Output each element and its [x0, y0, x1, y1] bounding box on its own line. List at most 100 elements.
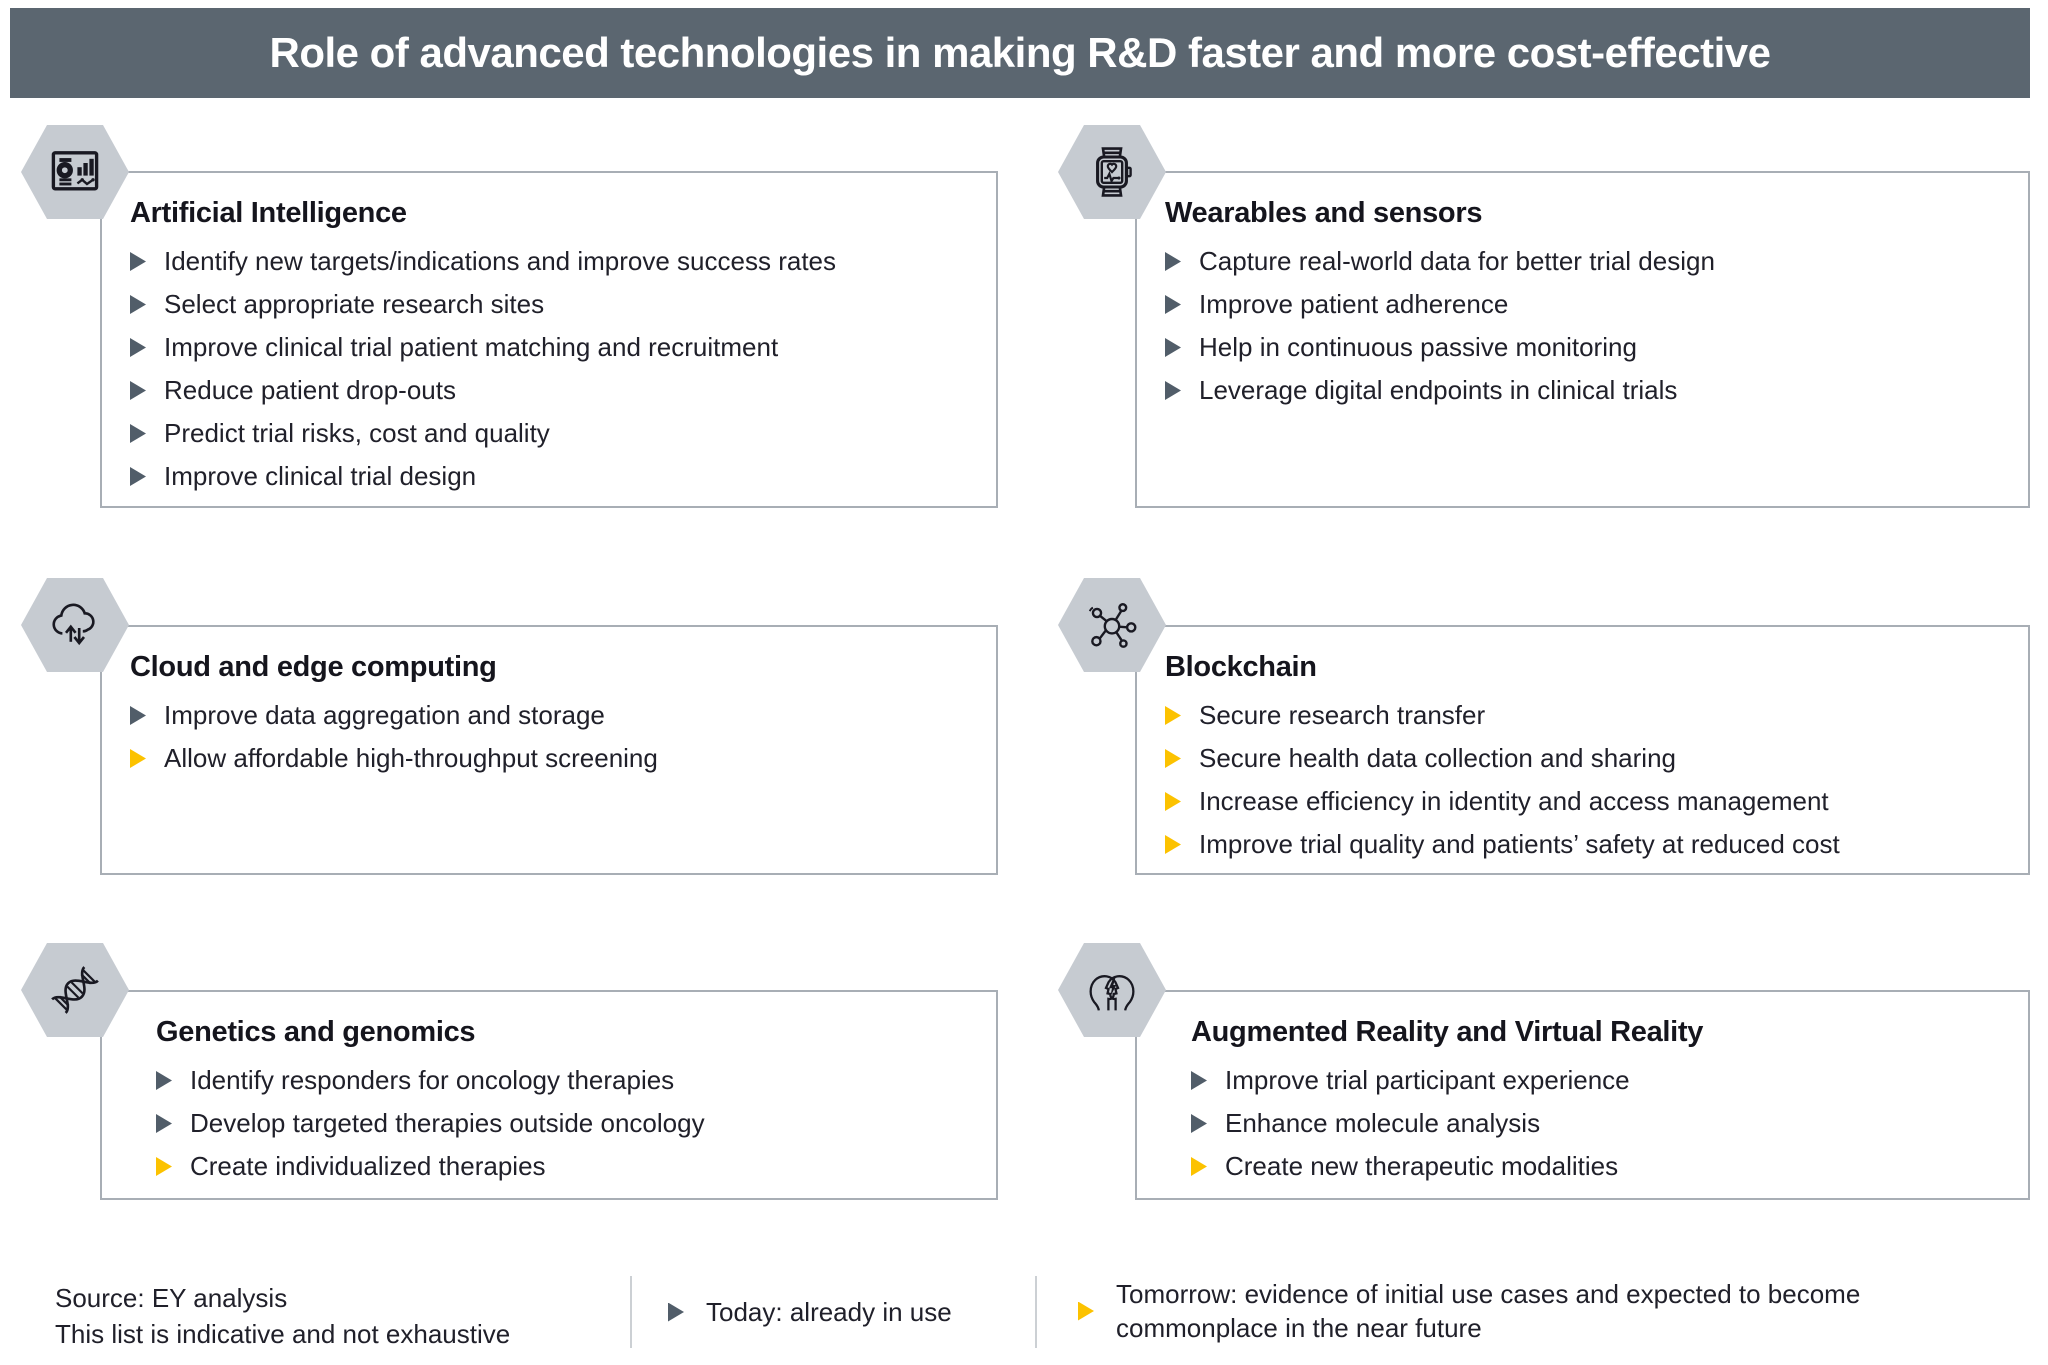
bullet-text: Improve patient adherence	[1199, 289, 1509, 319]
legend-today-label: Today: already in use	[706, 1297, 952, 1327]
legend-tomorrow: Tomorrow: evidence of initial use cases …	[1078, 1277, 1928, 1345]
bullet-list-blockchain: Secure research transfer Secure health da…	[1165, 694, 2002, 866]
box-title-ar-vr: Augmented Reality and Virtual Reality	[1191, 1016, 1704, 1048]
today-arrow-icon	[130, 338, 146, 357]
bullet-text: Improve trial participant experience	[1225, 1065, 1630, 1095]
report-dashboard-icon	[21, 125, 129, 219]
bullet-list-genetics-and-genomics: Identify responders for oncology therapi…	[156, 1059, 970, 1188]
tomorrow-arrow-icon	[130, 749, 146, 768]
dna-helix-icon	[21, 943, 129, 1037]
bullet-item: Improve trial quality and patients’ safe…	[1165, 823, 2002, 866]
today-arrow-icon	[1165, 252, 1181, 271]
page-title: Role of advanced technologies in making …	[269, 29, 1771, 76]
hexagon-smartwatch-icon	[1057, 124, 1167, 220]
today-arrow-icon	[1191, 1071, 1207, 1090]
tomorrow-arrow-icon	[1165, 749, 1181, 768]
today-arrow-icon	[130, 467, 146, 486]
bullet-list-artificial-intelligence: Identify new targets/indications and imp…	[130, 240, 970, 498]
cloud-sync-icon	[21, 578, 129, 672]
bullet-item: Select appropriate research sites	[130, 283, 970, 326]
hexagon-ar-vr-heads-icon	[1057, 942, 1167, 1038]
bullet-text: Enhance molecule analysis	[1225, 1108, 1541, 1138]
bullet-item: Secure health data collection and sharin…	[1165, 737, 2002, 780]
hexagon-report-dashboard-icon	[20, 124, 130, 220]
bullet-text: Capture real-world data for better trial…	[1199, 246, 1715, 276]
today-arrow-icon	[1165, 295, 1181, 314]
box-title-genetics-and-genomics: Genetics and genomics	[156, 1016, 476, 1048]
disclaimer-line: This list is indicative and not exhausti…	[55, 1319, 511, 1349]
bullet-item: Create individualized therapies	[156, 1145, 970, 1188]
bullet-item: Identify new targets/indications and imp…	[130, 240, 970, 283]
legend-tomorrow-label: Tomorrow: evidence of initial use cases …	[1116, 1279, 1861, 1343]
box-title-artificial-intelligence: Artificial Intelligence	[130, 197, 407, 229]
bullet-text: Develop targeted therapies outside oncol…	[190, 1108, 705, 1138]
bullet-item: Allow affordable high-throughput screeni…	[130, 737, 970, 780]
bullet-item: Improve data aggregation and storage	[130, 694, 970, 737]
bullet-item: Leverage digital endpoints in clinical t…	[1165, 369, 2002, 412]
bullet-item: Create new therapeutic modalities	[1191, 1145, 2002, 1188]
bullet-item: Enhance molecule analysis	[1191, 1102, 2002, 1145]
bullet-text: Improve clinical trial patient matching …	[164, 332, 779, 362]
box-artificial-intelligence: Artificial Intelligence Identify new tar…	[100, 171, 998, 508]
bullet-item: Help in continuous passive monitoring	[1165, 326, 2002, 369]
bullet-text: Secure health data collection and sharin…	[1199, 743, 1676, 773]
bullet-item: Develop targeted therapies outside oncol…	[156, 1102, 970, 1145]
source-line: Source: EY analysis	[55, 1283, 288, 1313]
bullet-item: Improve clinical trial patient matching …	[130, 326, 970, 369]
today-arrow-icon	[1191, 1114, 1207, 1133]
tomorrow-arrow-icon	[156, 1157, 172, 1176]
box-wearables-and-sensors: Wearables and sensors Capture real-world…	[1135, 171, 2030, 508]
bullet-item: Reduce patient drop-outs	[130, 369, 970, 412]
hexagon-cloud-sync-icon	[20, 577, 130, 673]
box-cloud-and-edge-computing: Cloud and edge computing Improve data ag…	[100, 625, 998, 875]
today-arrow-icon	[1165, 338, 1181, 357]
box-title-blockchain: Blockchain	[1165, 651, 1317, 683]
page-title-bar: Role of advanced technologies in making …	[10, 8, 2030, 98]
network-nodes-icon	[1058, 578, 1166, 672]
bullet-text: Improve clinical trial design	[164, 461, 477, 491]
bullet-item: Improve trial participant experience	[1191, 1059, 2002, 1102]
today-arrow-icon	[668, 1302, 684, 1322]
bullet-item: Identify responders for oncology therapi…	[156, 1059, 970, 1102]
bullet-list-wearables-and-sensors: Capture real-world data for better trial…	[1165, 240, 2002, 412]
footer-divider	[1035, 1276, 1037, 1348]
tomorrow-arrow-icon	[1165, 792, 1181, 811]
bullet-text: Reduce patient drop-outs	[164, 375, 456, 405]
today-arrow-icon	[130, 381, 146, 400]
bullet-text: Identify new targets/indications and imp…	[164, 246, 837, 276]
bullet-text: Secure research transfer	[1199, 700, 1486, 730]
ar-vr-heads-icon	[1058, 943, 1166, 1037]
bullet-item: Improve patient adherence	[1165, 283, 2002, 326]
today-arrow-icon	[130, 706, 146, 725]
today-arrow-icon	[156, 1071, 172, 1090]
today-arrow-icon	[130, 295, 146, 314]
bullet-item: Capture real-world data for better trial…	[1165, 240, 2002, 283]
tomorrow-arrow-icon	[1191, 1157, 1207, 1176]
box-augmented-reality-and-virtual-reality: Augmented Reality and Virtual Reality Im…	[1135, 990, 2030, 1200]
bullet-text: Create individualized therapies	[190, 1151, 546, 1181]
bullet-item: Improve clinical trial design	[130, 455, 970, 498]
bullet-item: Predict trial risks, cost and quality	[130, 412, 970, 455]
tomorrow-arrow-icon	[1078, 1301, 1094, 1321]
bullet-text: Improve data aggregation and storage	[164, 700, 605, 730]
bullet-text: Create new therapeutic modalities	[1225, 1151, 1619, 1181]
hexagon-dna-helix-icon	[20, 942, 130, 1038]
bullet-text: Identify responders for oncology therapi…	[190, 1065, 675, 1095]
bullet-text: Predict trial risks, cost and quality	[164, 418, 550, 448]
bullet-text: Increase efficiency in identity and acce…	[1199, 786, 1829, 816]
bullet-list-cloud-and-edge-computing: Improve data aggregation and storage Allo…	[130, 694, 970, 780]
bullet-list-ar-vr: Improve trial participant experience Enha…	[1191, 1059, 2002, 1188]
box-title-cloud-and-edge-computing: Cloud and edge computing	[130, 651, 497, 683]
footer-divider	[630, 1276, 632, 1348]
hexagon-network-nodes-icon	[1057, 577, 1167, 673]
box-blockchain: Blockchain Secure research transfer Secur…	[1135, 625, 2030, 875]
tomorrow-arrow-icon	[1165, 706, 1181, 725]
bullet-text: Allow affordable high-throughput screeni…	[164, 743, 658, 773]
tomorrow-arrow-icon	[1165, 835, 1181, 854]
today-arrow-icon	[1165, 381, 1181, 400]
bullet-text: Improve trial quality and patients’ safe…	[1199, 829, 1840, 859]
bullet-text: Leverage digital endpoints in clinical t…	[1199, 375, 1678, 405]
today-arrow-icon	[130, 252, 146, 271]
bullet-text: Help in continuous passive monitoring	[1199, 332, 1637, 362]
